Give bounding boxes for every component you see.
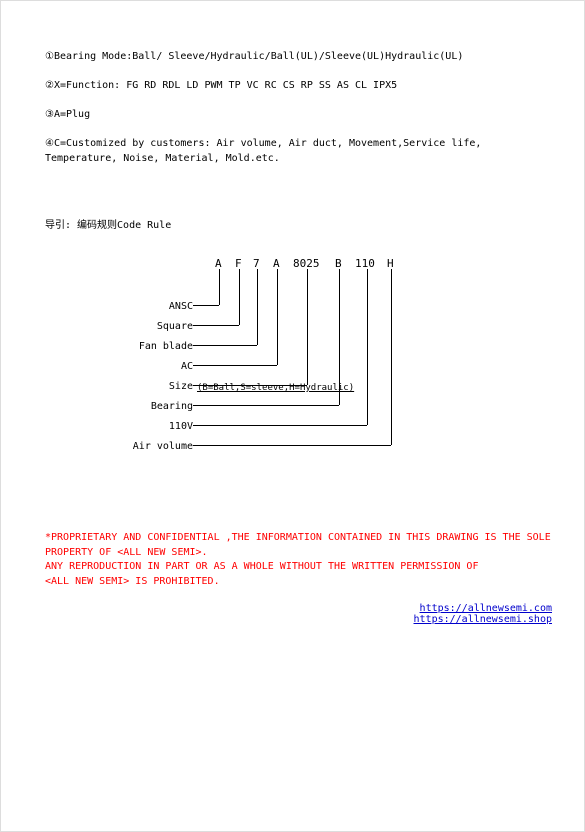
label-3: Fan blade [139,341,193,352]
link-2[interactable]: https://allnewsemi.shop [414,614,552,625]
vline-1 [219,269,220,305]
vline-5 [307,269,308,385]
hline-8 [193,445,391,446]
note-2: ②X=Function: FG RD RDL LD PWM TP VC RC C… [45,78,552,93]
code-seg-7: 110 [355,257,375,270]
label-4: AC [181,361,193,372]
guide-heading: 导引: 编码规则Code Rule [45,218,552,233]
vline-2 [239,269,240,325]
vline-4 [277,269,278,365]
vline-7 [367,269,368,425]
label-7: 110V [169,421,193,432]
code-rule-diagram: A F 7 A 8025 B 110 H ANSC Square Fan bla… [115,257,475,487]
hline-3 [193,345,257,346]
prop-line-3: <ALL NEW SEMI> IS PROHIBITED. [45,575,552,590]
hline-1 [193,305,219,306]
note-3: ③A=Plug [45,107,552,122]
vline-3 [257,269,258,345]
proprietary-notice: *PROPRIETARY AND CONFIDENTIAL ,THE INFOR… [45,531,552,589]
hline-5 [193,385,307,386]
footer-links: https://allnewsemi.com https://allnewsem… [45,603,552,625]
vline-8 [391,269,392,445]
note-1: ①Bearing Mode:Ball/ Sleeve/Hydraulic/Bal… [45,49,552,64]
hline-6 [193,405,339,406]
hline-2 [193,325,239,326]
prop-line-2: ANY REPRODUCTION IN PART OR AS A WHOLE W… [45,560,552,575]
label-2: Square [157,321,193,332]
prop-line-1: *PROPRIETARY AND CONFIDENTIAL ,THE INFOR… [45,531,552,560]
note-4: ④C=Customized by customers: Air volume, … [45,136,552,166]
label-1: ANSC [169,301,193,312]
label-5: Size [169,381,193,392]
hline-4 [193,365,277,366]
hline-7 [193,425,367,426]
label-6: Bearing [151,401,193,412]
vline-6 [339,269,340,405]
label-8: Air volume [133,441,193,452]
link-1[interactable]: https://allnewsemi.com [420,603,552,614]
